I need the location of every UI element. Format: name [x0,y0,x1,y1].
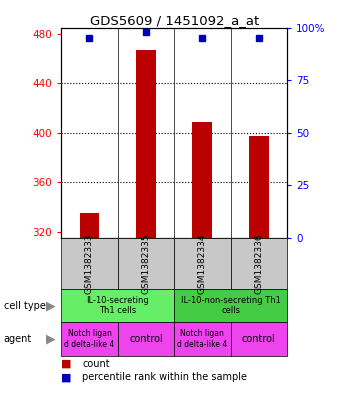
Text: IL-10-secreting
Th1 cells: IL-10-secreting Th1 cells [86,296,149,315]
Text: ■: ■ [61,358,72,369]
Text: control: control [242,334,276,344]
Text: ▶: ▶ [46,332,56,345]
Bar [79,213,99,238]
Text: control: control [129,334,163,344]
Text: Notch ligan
d delta-like 4: Notch ligan d delta-like 4 [177,329,228,349]
Bar [136,50,156,238]
Text: ▶: ▶ [46,299,56,312]
Text: agent: agent [4,334,32,344]
Text: GDS5609 / 1451092_a_at: GDS5609 / 1451092_a_at [90,14,260,27]
Text: GSM1382336: GSM1382336 [254,233,263,294]
Text: IL-10-non-secreting Th1
cells: IL-10-non-secreting Th1 cells [181,296,280,315]
Text: Notch ligan
d delta-like 4: Notch ligan d delta-like 4 [64,329,114,349]
Text: percentile rank within the sample: percentile rank within the sample [82,372,247,382]
Text: GSM1382333: GSM1382333 [85,233,94,294]
Text: ■: ■ [61,372,72,382]
Bar [193,121,212,238]
Text: GSM1382334: GSM1382334 [198,233,207,294]
Text: count: count [82,358,110,369]
Text: GSM1382335: GSM1382335 [141,233,150,294]
Text: cell type: cell type [4,301,46,310]
Bar [249,136,269,238]
